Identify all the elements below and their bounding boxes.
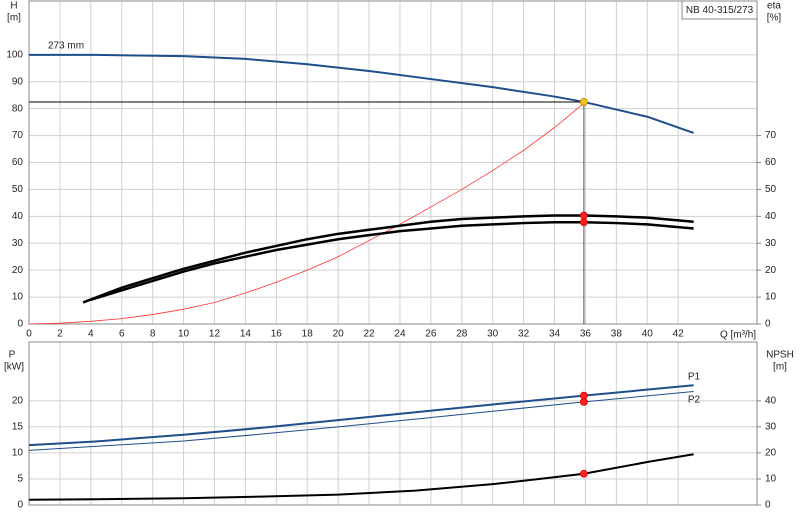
annotation: 273 mm: [48, 41, 84, 52]
y2-unit: [m]: [773, 362, 787, 373]
y-tick-label: 90: [12, 76, 24, 87]
x-tick-label: 34: [549, 329, 561, 340]
y-tick-label: 40: [12, 211, 24, 222]
annotation: P2: [688, 395, 701, 406]
x-tick-label: 32: [518, 329, 530, 340]
y2-tick-label: 0: [765, 319, 771, 330]
x-tick-label: 16: [271, 329, 283, 340]
x-tick-label: 30: [487, 329, 499, 340]
y-tick-label: 80: [12, 103, 24, 114]
y-tick-label: 0: [17, 319, 23, 330]
y-tick-label: 10: [12, 448, 24, 459]
y2-tick-label: 50: [765, 184, 777, 195]
x-tick-label: 20: [333, 329, 345, 340]
x-tick-label: 26: [425, 329, 437, 340]
y-tick-label: 5: [17, 474, 23, 485]
x-tick-label: 6: [119, 329, 125, 340]
x-tick-label: 40: [642, 329, 654, 340]
x-tick-label: 28: [456, 329, 468, 340]
y-tick-label: 70: [12, 130, 24, 141]
duty-point: [579, 397, 588, 406]
y-label: P: [9, 350, 16, 361]
curve: [29, 53, 694, 134]
y-tick-label: 0: [17, 500, 23, 511]
plot-frame: [28, 0, 758, 325]
x-tick-label: 2: [57, 329, 63, 340]
x-tick-label: 12: [209, 329, 221, 340]
y-label: H: [10, 1, 17, 12]
y-tick-label: 15: [12, 422, 24, 433]
y-unit: [kW]: [4, 362, 24, 373]
x-tick-label: 36: [580, 329, 592, 340]
duty-point: [579, 98, 588, 106]
curve: [28, 453, 694, 501]
y2-tick-label: 40: [765, 211, 777, 222]
y2-unit: [%]: [767, 13, 782, 24]
plot-frame: [28, 341, 758, 506]
x-tick-label: 24: [394, 329, 406, 340]
y2-tick-label: 40: [765, 395, 777, 406]
y-tick-label: 30: [12, 238, 24, 249]
curve: [28, 390, 694, 451]
x-tick-label: 18: [302, 329, 314, 340]
curve: [28, 102, 585, 325]
plot-area: [29, 342, 757, 505]
y2-tick-label: 10: [765, 292, 777, 303]
x-tick-label: 38: [611, 329, 623, 340]
y2-tick-label: 70: [765, 130, 777, 141]
x-tick-label: 4: [88, 329, 94, 340]
chart-title: NB 40-315/273: [686, 5, 754, 16]
curve: [82, 214, 694, 304]
y2-tick-label: 60: [765, 157, 777, 168]
y2-tick-label: 30: [765, 422, 777, 433]
title-box: [681, 0, 758, 20]
x-label: Q [m³/h]: [720, 330, 756, 341]
y-tick-label: 50: [12, 184, 24, 195]
curve: [90, 221, 694, 301]
y2-tick-label: 20: [765, 265, 777, 276]
y2-tick-label: 20: [765, 448, 777, 459]
duty-point: [579, 211, 588, 220]
y-unit: [m]: [7, 13, 21, 24]
y2-tick-label: 30: [765, 238, 777, 249]
y2-label: NPSH: [766, 350, 794, 361]
x-tick-label: 42: [673, 329, 685, 340]
y-tick-label: 20: [12, 265, 24, 276]
curve: [28, 384, 694, 447]
duty-point: [579, 469, 588, 478]
x-tick-label: 10: [178, 329, 190, 340]
x-tick-label: 14: [240, 329, 252, 340]
duty-point: [579, 218, 588, 227]
x-tick-label: 22: [363, 329, 375, 340]
y2-tick-label: 0: [765, 500, 771, 511]
y-tick-label: 60: [12, 157, 24, 168]
y-tick-label: 20: [12, 395, 24, 406]
annotation: P1: [688, 372, 701, 383]
y-tick-label: 100: [6, 49, 23, 60]
y2-label: eta: [767, 1, 781, 12]
y-tick-label: 10: [12, 292, 24, 303]
y2-tick-label: 10: [765, 474, 777, 485]
x-tick-label: 8: [150, 329, 156, 340]
x-tick-label: 0: [26, 329, 32, 340]
